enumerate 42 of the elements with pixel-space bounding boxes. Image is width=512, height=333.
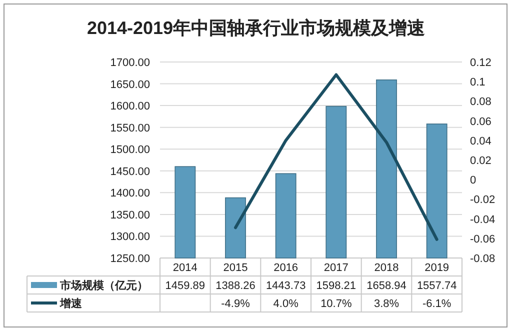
data-label: 1557.74: [416, 280, 457, 292]
y-tick-label: 1350.00: [110, 209, 150, 222]
y2-tick-label: 0.08: [470, 96, 492, 108]
y-tick-label: 1400.00: [110, 188, 150, 200]
chart-title: 2014-2019年中国轴承行业市场规模及增速: [86, 18, 426, 38]
x-tick-label: 2018: [374, 262, 399, 274]
y-tick-label: 1300.00: [110, 231, 150, 244]
data-label: 1459.89: [165, 280, 206, 292]
x-tick-label: 2017: [324, 262, 348, 274]
y-tick-label: 1650.00: [110, 78, 150, 91]
y2-tick-label: -0.04: [470, 214, 496, 226]
data-label: 10.7%: [320, 298, 352, 310]
y2-tick-label: 0.04: [470, 135, 492, 148]
y2-tick-label: -0.02: [470, 194, 496, 206]
y-tick-label: 1700.00: [110, 57, 150, 69]
data-label: 1443.73: [266, 280, 306, 292]
y2-tick-label: 0.12: [470, 57, 492, 69]
y-tick-label: 1500.00: [110, 144, 150, 156]
data-label: -4.9%: [221, 298, 250, 310]
x-tick-label: 2019: [424, 262, 450, 274]
x-tick-label: 2015: [223, 262, 248, 274]
legend-label: 市场规模（亿元）: [59, 279, 148, 292]
y2-tick-label: 0.06: [470, 116, 492, 128]
data-label: 3.8%: [374, 298, 400, 310]
data-label: 1388.26: [216, 280, 256, 292]
y-tick-label: 1250.00: [110, 253, 150, 265]
y2-tick-label: 0: [470, 174, 476, 187]
y2-tick-label: 0.02: [470, 155, 492, 167]
data-label: -6.1%: [422, 298, 452, 310]
y-tick-label: 1450.00: [110, 166, 150, 178]
data-label: 1598.21: [316, 280, 356, 292]
y-tick-label: 1600.00: [110, 100, 150, 113]
y2-tick-label: 0.1: [470, 76, 486, 89]
legend-label: 增速: [59, 297, 83, 310]
data-label: 1658.94: [366, 280, 406, 292]
y-tick-label: 1550.00: [110, 122, 150, 134]
data-label: 4.0%: [273, 298, 299, 310]
y2-tick-label: -0.08: [470, 253, 496, 265]
x-tick-label: 2014: [172, 262, 198, 274]
x-tick-label: 2016: [274, 262, 298, 274]
y2-tick-label: -0.06: [470, 233, 496, 246]
line-series: [234, 73, 438, 241]
